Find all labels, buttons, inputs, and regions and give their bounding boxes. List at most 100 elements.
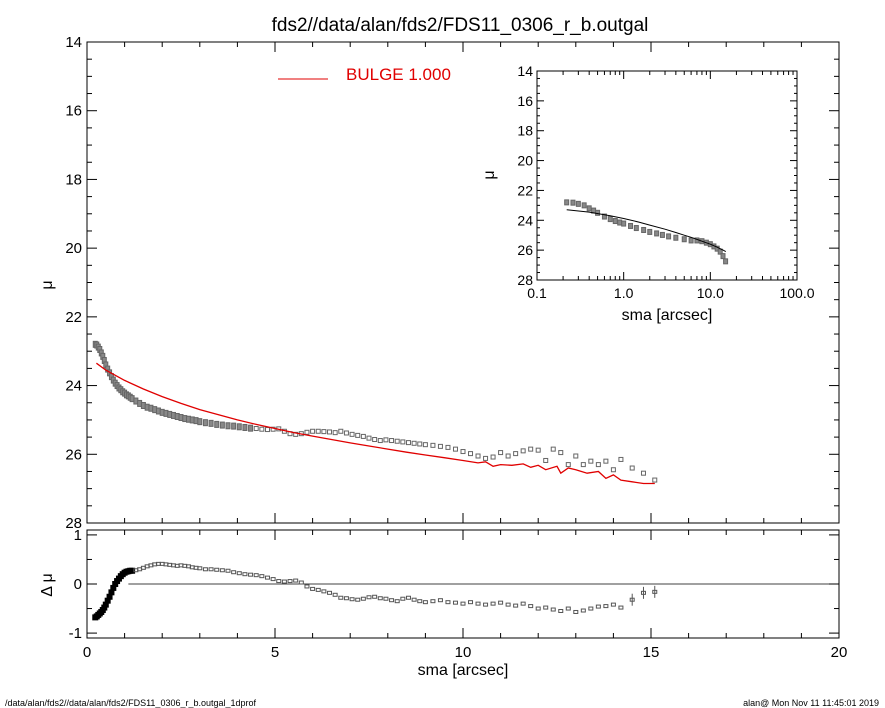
inset-data-point	[633, 225, 639, 232]
residual-data-point	[389, 598, 395, 603]
residual-data-point	[588, 606, 594, 611]
main-data-point	[372, 437, 378, 443]
main-data-point	[231, 422, 237, 430]
inset-data-point	[654, 230, 660, 237]
residual-data-point	[264, 575, 270, 580]
main-y-tick-label: 28	[65, 515, 82, 532]
residual-y-axis-label: Δ μ	[39, 573, 56, 596]
inset-bulge-model-line	[566, 209, 727, 253]
main-y-tick-label: 14	[65, 34, 82, 51]
residual-data-point	[550, 607, 556, 612]
legend-label: BULGE 1.000	[346, 65, 451, 84]
inset-y-tick-label: 18	[517, 123, 533, 139]
residual-data-point	[640, 590, 646, 595]
residual-data-point	[528, 604, 534, 609]
main-data-point	[389, 438, 395, 444]
main-data-point	[528, 446, 534, 452]
residual-data-point	[437, 598, 443, 603]
residual-y-tick-label: 0	[74, 576, 82, 593]
main-data-point	[445, 444, 451, 450]
main-data-point	[208, 419, 214, 427]
residual-data-point	[281, 579, 287, 584]
main-data-point	[264, 427, 270, 433]
residual-data-point	[202, 567, 208, 572]
main-y-tick-label: 26	[65, 446, 82, 463]
residual-data-point	[315, 587, 321, 592]
residual-data-point	[214, 567, 220, 572]
main-data-point	[248, 424, 254, 432]
main-data-point	[197, 418, 203, 426]
main-data-point	[242, 423, 248, 431]
main-y-tick-labels: 14 16 18 20 22 24 26 28	[65, 34, 82, 532]
residual-data-point	[565, 606, 571, 611]
residual-data-point	[366, 595, 372, 600]
main-data-point	[452, 446, 458, 452]
main-data-point	[468, 451, 474, 457]
residual-x-tick-label: 10	[455, 644, 472, 661]
inset-data-point	[628, 222, 634, 229]
residual-data-point	[505, 602, 511, 607]
main-data-point	[349, 431, 355, 437]
residual-data-point	[535, 606, 541, 611]
residual-data-point	[259, 574, 265, 579]
residual-data-point	[595, 604, 601, 609]
main-data-point	[394, 438, 400, 444]
residual-data-point	[208, 567, 214, 572]
inset-data-point	[666, 233, 672, 240]
main-data-point	[437, 443, 443, 449]
residual-data-point	[219, 568, 225, 573]
residual-axis-ticks	[86, 530, 840, 638]
main-data-point	[225, 422, 231, 430]
inset-axis-ticks	[536, 70, 798, 281]
inset-plot-frame	[536, 70, 798, 281]
residual-data-point	[129, 567, 136, 574]
residual-data-point	[236, 571, 242, 576]
residual-data-points	[92, 561, 658, 621]
main-data-point	[338, 428, 344, 434]
inset-x-tick-label: 0.1	[527, 285, 547, 301]
main-data-point	[490, 454, 496, 460]
main-y-tick-label: 18	[65, 171, 82, 188]
inset-data-point	[601, 213, 607, 220]
residual-data-point	[558, 609, 564, 613]
inset-y-tick-label: 22	[517, 182, 533, 198]
main-data-point	[327, 429, 333, 435]
residual-data-point	[332, 592, 338, 597]
residual-x-tick-label: 15	[643, 644, 660, 661]
residual-data-point	[422, 600, 428, 605]
residual-data-point	[310, 586, 316, 591]
residual-data-point	[327, 590, 333, 595]
residual-data-point	[513, 603, 519, 608]
main-data-point	[360, 433, 366, 439]
main-data-point	[400, 439, 406, 445]
main-data-point	[405, 440, 411, 446]
main-y-tick-label: 22	[65, 309, 82, 326]
main-data-point	[550, 446, 556, 452]
residual-data-point	[197, 566, 203, 571]
inset-x-tick-labels: 0.1 1.0 10.0 100.0	[527, 285, 814, 301]
residual-data-point	[377, 596, 383, 601]
main-data-point	[355, 432, 361, 438]
residual-data-point	[468, 600, 474, 605]
residual-data-point	[248, 572, 254, 577]
residual-data-point	[287, 579, 293, 584]
residual-data-point	[610, 602, 616, 607]
main-data-point	[343, 430, 349, 436]
inset-y-tick-label: 14	[517, 63, 533, 79]
residual-y-tick-label: 1	[74, 527, 82, 544]
inset-data-point	[612, 218, 618, 225]
main-data-point	[565, 462, 571, 468]
residual-data-point	[349, 597, 355, 602]
residual-data-point	[580, 608, 586, 613]
residual-data-point	[618, 605, 624, 610]
main-data-point	[513, 451, 519, 457]
main-data-point	[629, 465, 635, 471]
main-data-point	[475, 453, 481, 459]
main-data-point	[315, 428, 321, 434]
inset-data-point	[621, 220, 627, 227]
inset-data-point	[575, 200, 581, 207]
inset-data-point	[641, 226, 647, 233]
residual-plot-panel: -101 0 5 10 15 20 Δ μ sma [arcsec]	[39, 527, 847, 679]
residual-data-point	[270, 577, 276, 582]
